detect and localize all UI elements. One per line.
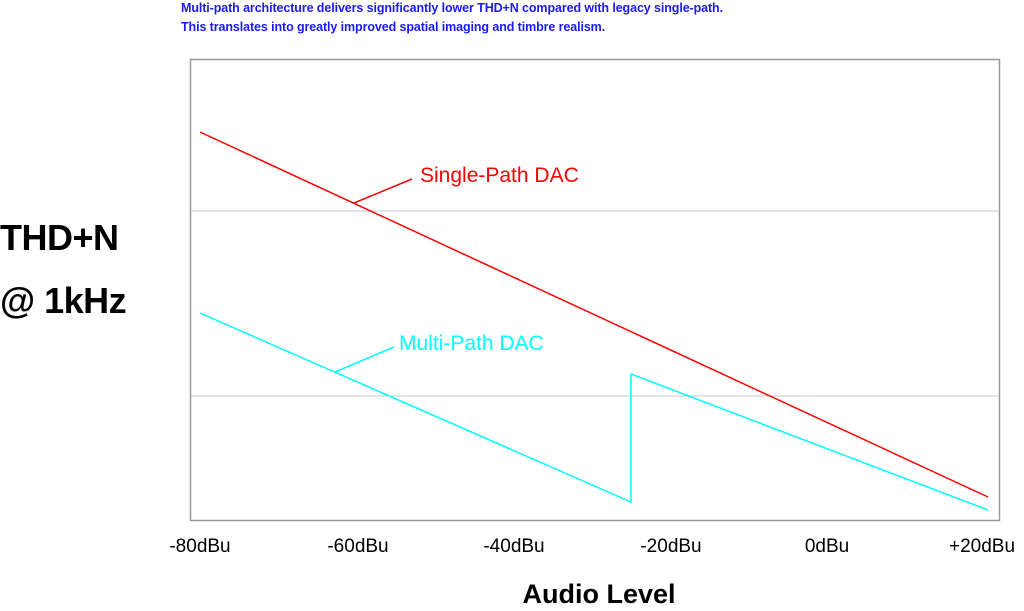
x-tick-label: -80dBu [169, 536, 231, 557]
series-label-multi-path: Multi-Path DAC [399, 332, 544, 355]
leader-line-single-path [353, 178, 413, 204]
x-tick-label: 0dBu [804, 536, 850, 557]
y-axis-label-line-2: @ 1kHz [0, 280, 127, 321]
x-tick-label: +20dBu [948, 536, 1016, 557]
series-line-single-path [199, 131, 989, 498]
series-line-multi-path [199, 312, 989, 511]
x-axis-label: Audio Level [522, 579, 676, 609]
x-tick-label: -40dBu [483, 536, 545, 557]
leader-line-multi-path [334, 346, 395, 373]
y-axis-label-line-1: THD+N [0, 217, 119, 258]
series-label-single-path: Single-Path DAC [420, 164, 579, 187]
plot-frame [189, 58, 1001, 522]
chart-subtitle-line-1: Multi-path architecture delivers signifi… [181, 1, 723, 15]
x-tick-label: -20dBu [640, 536, 702, 557]
chart-subtitle-line-2: This translates into greatly improved sp… [181, 20, 606, 34]
x-tick-label: -60dBu [327, 536, 389, 557]
